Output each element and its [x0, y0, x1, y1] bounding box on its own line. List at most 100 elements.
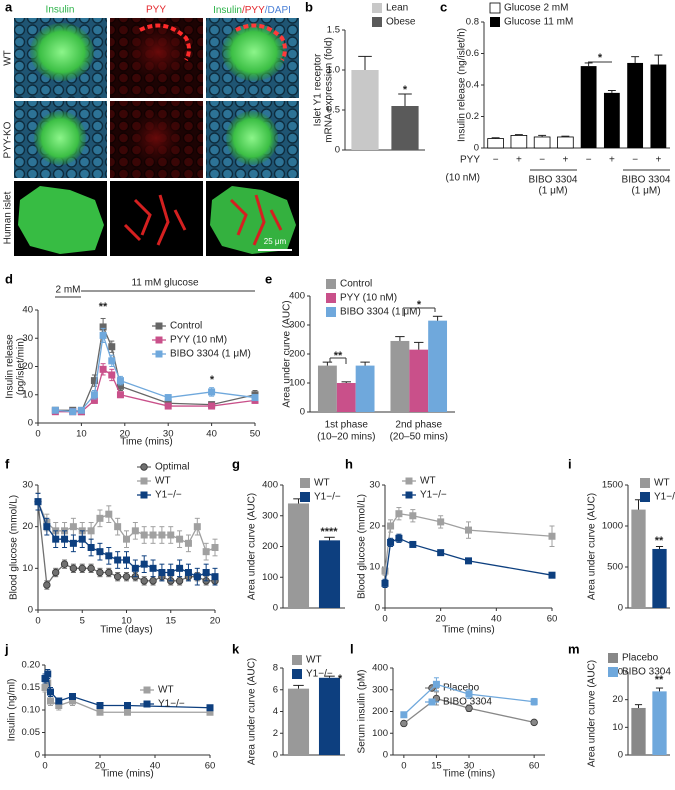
- point: [437, 518, 445, 526]
- legend-label: Y1−/−: [155, 490, 182, 501]
- legend-swatch: [405, 477, 413, 485]
- annotation: *: [403, 84, 408, 96]
- y-tick-label: 100: [372, 728, 388, 739]
- point: [530, 698, 538, 706]
- legend-swatch: [640, 492, 650, 502]
- series-line: [403, 683, 535, 716]
- bar: [631, 509, 646, 608]
- legend-label: WT: [306, 655, 322, 666]
- bar: [317, 365, 337, 412]
- y-tick-label: 0: [28, 605, 33, 616]
- row-label: (10 nM): [446, 173, 480, 184]
- bar: [557, 136, 574, 149]
- point: [465, 526, 472, 534]
- x-tick-label: 50: [250, 429, 261, 440]
- y-tick-label: 1000: [602, 521, 623, 532]
- y-tick-label: 400: [372, 663, 388, 674]
- x-tick-label: 1st phase: [325, 420, 369, 431]
- point: [108, 343, 116, 351]
- legend-label: WT: [155, 476, 171, 487]
- point: [158, 531, 166, 539]
- legend-label: BIBO 3304 (1 μM): [340, 307, 421, 318]
- point: [47, 697, 54, 705]
- bar: [287, 503, 310, 608]
- legend-swatch: [608, 667, 618, 677]
- label-part: /DAPI: [265, 5, 291, 16]
- y-axis-label: Area under curve (AUC): [587, 660, 598, 767]
- point: [34, 498, 42, 506]
- x-tick-label: +: [655, 155, 661, 166]
- point: [116, 391, 124, 399]
- panel-label: k: [232, 641, 240, 656]
- y-tick-label: 10: [22, 389, 33, 400]
- y-tick-label: 100: [262, 572, 278, 583]
- legend-swatch: [326, 307, 336, 317]
- point: [69, 539, 77, 547]
- legend-label: Placebo: [443, 683, 480, 694]
- x-axis-label: Time (mins): [443, 769, 495, 780]
- bar: [355, 365, 375, 412]
- point: [96, 548, 104, 556]
- row-label: WT: [3, 50, 14, 66]
- point: [387, 522, 395, 530]
- point: [44, 670, 52, 678]
- legend-label: Placebo: [622, 653, 659, 664]
- legend-swatch: [300, 492, 310, 502]
- y-tick-label: 300: [372, 684, 388, 695]
- y-tick-label: 0: [335, 145, 340, 156]
- point: [437, 549, 445, 557]
- x-tick-label: 0: [35, 429, 40, 440]
- y-tick-label: 0.2: [466, 111, 479, 122]
- point: [52, 568, 60, 577]
- point: [206, 704, 214, 712]
- y-axis-label: Serum insulin (pM): [357, 670, 368, 754]
- point: [175, 577, 184, 585]
- legend-swatch: [143, 700, 151, 708]
- legend-label: WT: [314, 478, 330, 489]
- islet-stain: [126, 23, 190, 81]
- point: [164, 394, 172, 402]
- point: [96, 702, 104, 709]
- y-axis-label: Blood glucose (mmol/L): [357, 494, 368, 599]
- point: [69, 564, 78, 573]
- bar: [580, 66, 597, 148]
- legend-label: Optimal: [155, 462, 189, 473]
- legend-swatch: [490, 17, 500, 27]
- x-tick-label: −: [539, 155, 545, 166]
- legend-swatch: [608, 653, 618, 663]
- x-tick-label: 60: [529, 761, 540, 772]
- y-tick-label: 0: [273, 750, 278, 761]
- legend-swatch: [489, 2, 501, 14]
- point: [131, 527, 139, 535]
- point: [96, 708, 104, 716]
- bar: [318, 677, 341, 755]
- legend-swatch: [155, 336, 163, 344]
- point: [52, 535, 60, 543]
- legend-swatch: [640, 478, 650, 488]
- series-line: [55, 335, 256, 413]
- legend-label: Glucose 11 mM: [504, 17, 573, 28]
- y-tick-label: 200: [262, 541, 278, 552]
- y-tick-label: 1.5: [327, 25, 340, 36]
- legend-swatch: [428, 698, 436, 706]
- legend-label: Control: [170, 321, 202, 332]
- bar: [650, 64, 667, 148]
- point: [108, 357, 116, 365]
- point: [400, 711, 408, 719]
- pyy-stain: [139, 23, 191, 62]
- x-axis-label: Time (days): [100, 625, 152, 636]
- point: [184, 569, 192, 576]
- x-axis-label: Time (mins): [120, 437, 172, 448]
- y-tick-label: 300: [289, 320, 305, 331]
- bar: [631, 707, 646, 755]
- point: [87, 544, 95, 551]
- y-axis-label: Islet Y1 receptor: [313, 53, 324, 126]
- legend-label: Lean: [386, 3, 408, 14]
- bar: [318, 540, 341, 608]
- y-tick-label: 0: [383, 750, 388, 761]
- point: [77, 406, 85, 414]
- panel-label: l: [350, 641, 354, 656]
- y-axis-label: Area under curve (AUC): [247, 658, 258, 765]
- point: [409, 512, 417, 520]
